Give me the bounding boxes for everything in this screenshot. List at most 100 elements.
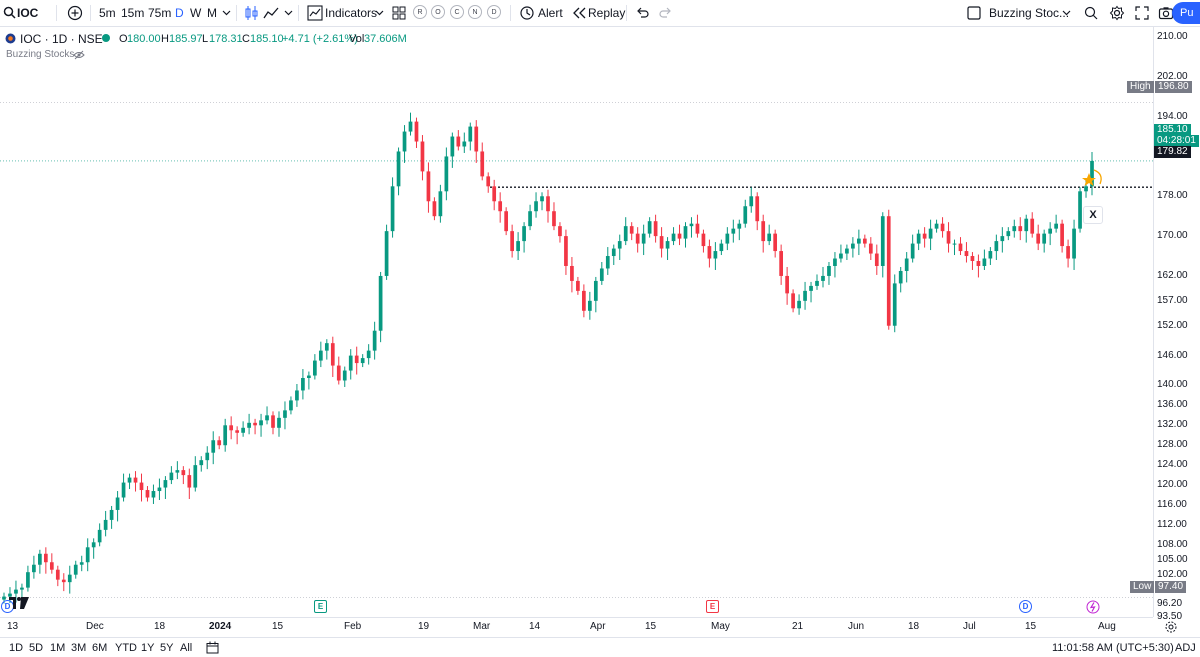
redo-icon[interactable] bbox=[658, 5, 674, 21]
candle-body bbox=[420, 141, 425, 172]
candle-body bbox=[635, 233, 640, 244]
candle-body bbox=[43, 553, 48, 563]
candle-body bbox=[241, 427, 245, 433]
candle-body bbox=[79, 562, 84, 565]
time-axis[interactable] bbox=[0, 617, 1153, 636]
chevron-down-icon[interactable] bbox=[1062, 8, 1071, 17]
candle-body bbox=[647, 221, 652, 234]
goto-date-calendar-icon[interactable] bbox=[206, 641, 219, 654]
candle-body bbox=[8, 593, 12, 597]
earnings-event-badge[interactable]: E bbox=[314, 600, 327, 613]
time-tick-label: 19 bbox=[418, 621, 430, 632]
ioc-logo-icon bbox=[5, 33, 16, 44]
candle-body bbox=[480, 151, 485, 177]
candle-body bbox=[1066, 246, 1070, 259]
candle-body bbox=[761, 221, 766, 242]
watchlist-label[interactable]: Buzzing Stocks bbox=[6, 49, 75, 60]
chevron-down-icon[interactable] bbox=[375, 8, 384, 17]
candles-chart-type-icon[interactable] bbox=[244, 5, 260, 21]
price-tick-label: 146.00 bbox=[1157, 349, 1188, 361]
candle-body bbox=[916, 233, 921, 244]
candle-body bbox=[97, 529, 102, 543]
star-alert-icon[interactable] bbox=[1080, 168, 1106, 190]
publish-button[interactable]: Pu bbox=[1172, 2, 1200, 24]
replay-icon[interactable] bbox=[571, 5, 587, 21]
candle-body bbox=[217, 440, 222, 446]
chevron-down-icon[interactable] bbox=[222, 8, 231, 17]
search-icon[interactable] bbox=[3, 6, 16, 19]
price-tick-label: 120.00 bbox=[1157, 479, 1188, 491]
high-tag-value: 196.80 bbox=[1155, 81, 1192, 93]
low-value: 178.31 bbox=[209, 33, 243, 45]
replay-button[interactable]: Replay bbox=[588, 6, 626, 20]
candle-body bbox=[32, 564, 36, 573]
quick-search-icon[interactable] bbox=[1083, 5, 1099, 21]
candle-body bbox=[26, 572, 30, 588]
visibility-eye-icon[interactable] bbox=[73, 50, 85, 60]
candle-body bbox=[552, 211, 556, 227]
interval-m[interactable]: M bbox=[207, 6, 217, 20]
low-tag-value: 97.40 bbox=[1155, 581, 1187, 593]
interval-15m[interactable]: 15m bbox=[121, 6, 145, 20]
roc-n-button[interactable]: N bbox=[468, 5, 482, 19]
range-1y[interactable]: 1Y bbox=[141, 642, 155, 654]
roc-r-button[interactable]: R bbox=[413, 5, 427, 19]
time-tick-label: Jul bbox=[963, 621, 976, 632]
candle-body bbox=[187, 475, 192, 488]
adjust-data-toggle[interactable]: ADJ bbox=[1175, 642, 1196, 654]
interval-w[interactable]: W bbox=[190, 6, 202, 20]
price-scale[interactable] bbox=[1153, 27, 1200, 617]
candle-body bbox=[408, 121, 413, 132]
candle-body bbox=[468, 126, 473, 142]
interval-75m[interactable]: 75m bbox=[148, 6, 172, 20]
chevron-down-icon[interactable] bbox=[284, 8, 293, 17]
roc-c-button[interactable]: C bbox=[450, 5, 464, 19]
range-ytd[interactable]: YTD bbox=[115, 642, 137, 654]
candle-body bbox=[1036, 233, 1041, 244]
interval-d[interactable]: D bbox=[175, 6, 184, 20]
settings-gear-icon[interactable] bbox=[1109, 5, 1125, 21]
symbol-search-button[interactable]: IOC bbox=[17, 6, 39, 20]
range-all[interactable]: All bbox=[180, 642, 193, 654]
roc-d-button[interactable]: D bbox=[487, 5, 501, 19]
alert-button[interactable]: Alert bbox=[538, 6, 563, 20]
alert-clock-icon[interactable] bbox=[519, 5, 535, 21]
candle-body bbox=[689, 223, 694, 227]
candle-body bbox=[438, 191, 443, 217]
candle-body bbox=[868, 243, 873, 254]
earnings-event-badge[interactable]: E bbox=[706, 600, 719, 613]
candle-body bbox=[456, 136, 461, 147]
candle-body bbox=[55, 569, 60, 580]
candle-body bbox=[713, 251, 718, 259]
range-1m[interactable]: 1M bbox=[50, 642, 66, 654]
scale-settings-gear-icon[interactable] bbox=[1165, 621, 1177, 633]
price-tick-label: 194.00 bbox=[1157, 110, 1188, 122]
clock-timezone[interactable]: 11:01:58 AM (UTC+5:30) bbox=[1052, 642, 1174, 654]
range-1d[interactable]: 1D bbox=[9, 642, 24, 654]
range-5d[interactable]: 5D bbox=[29, 642, 44, 654]
range-5y[interactable]: 5Y bbox=[160, 642, 174, 654]
indicators-button[interactable]: Indicators bbox=[325, 6, 378, 20]
compare-add-icon[interactable] bbox=[67, 5, 83, 21]
close-drawing-marker[interactable]: X bbox=[1083, 206, 1103, 224]
indicators-icon[interactable] bbox=[307, 5, 323, 21]
undo-icon[interactable] bbox=[634, 5, 650, 21]
candlestick-chart[interactable] bbox=[0, 27, 1153, 617]
fullscreen-icon[interactable] bbox=[1134, 5, 1150, 21]
countdown-tag: 04:28:01 bbox=[1154, 135, 1199, 147]
layout-name-button[interactable]: Buzzing Stoc... bbox=[989, 6, 1070, 20]
roc-o-button[interactable]: O bbox=[431, 5, 445, 19]
candle-body bbox=[247, 422, 251, 428]
range-3m[interactable]: 3M bbox=[71, 642, 87, 654]
range-6m[interactable]: 6M bbox=[92, 642, 108, 654]
candle-body bbox=[277, 417, 281, 428]
templates-grid-icon[interactable] bbox=[391, 5, 407, 21]
layout-icon[interactable] bbox=[966, 5, 982, 21]
candle-body bbox=[653, 221, 658, 237]
candle-body bbox=[49, 562, 54, 570]
split-event-icon[interactable] bbox=[1086, 600, 1100, 614]
chart-title[interactable]: IOC · 1D · NSE bbox=[20, 32, 103, 46]
interval-5m[interactable]: 5m bbox=[99, 6, 116, 20]
line-chart-type-icon[interactable] bbox=[263, 5, 279, 21]
dividend-event-badge[interactable]: D bbox=[1019, 600, 1032, 613]
